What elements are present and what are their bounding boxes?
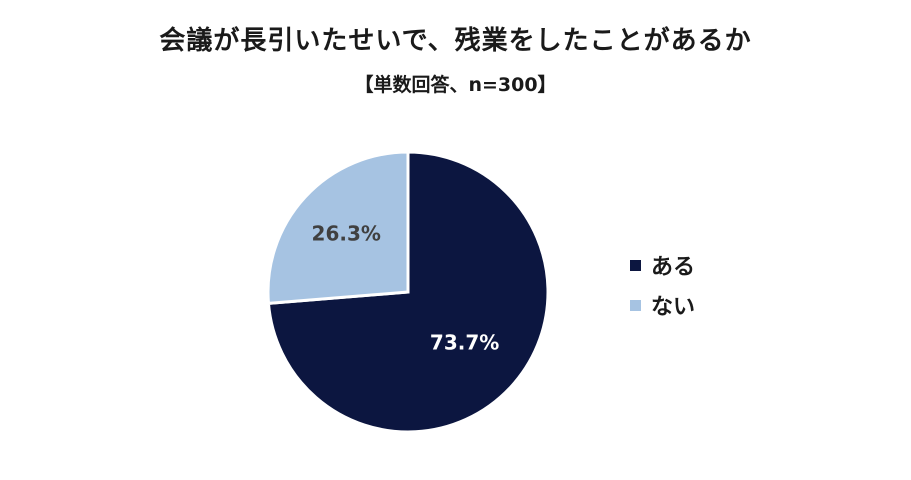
pie-slice-nai — [266, 150, 410, 306]
legend-swatch-nai — [630, 299, 641, 311]
legend-swatch-aru — [630, 259, 641, 271]
chart-title: 会議が長引いたせいで、残業をしたことがあるか — [159, 26, 752, 56]
data-label-nai: 26.3% — [312, 222, 381, 246]
legend-item-aru: ある — [630, 245, 695, 285]
chart-subtitle: 【単数回答、n=300】 — [354, 74, 557, 96]
legend-label-nai: ない — [651, 295, 696, 320]
legend-item-nai: ない — [630, 285, 695, 325]
legend: ある ない — [630, 245, 695, 325]
legend-label-aru: ある — [651, 255, 696, 280]
data-label-aru: 73.7% — [430, 331, 499, 355]
